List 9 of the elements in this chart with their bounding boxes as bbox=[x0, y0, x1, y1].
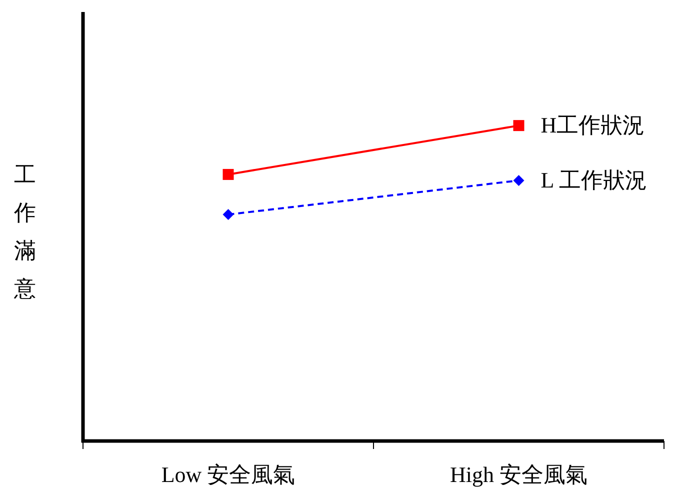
point bbox=[222, 168, 234, 180]
point bbox=[222, 209, 234, 220]
point bbox=[513, 120, 524, 132]
series-label: L 工作狀況 bbox=[540, 167, 647, 192]
x-tick-label: High 安全風氣 bbox=[450, 462, 588, 487]
x-tick-label: Low 安全風氣 bbox=[161, 462, 296, 487]
point bbox=[513, 174, 524, 186]
series-label: H工作狀況 bbox=[540, 112, 645, 138]
y-axis-title: 工作滿意 bbox=[13, 162, 36, 301]
